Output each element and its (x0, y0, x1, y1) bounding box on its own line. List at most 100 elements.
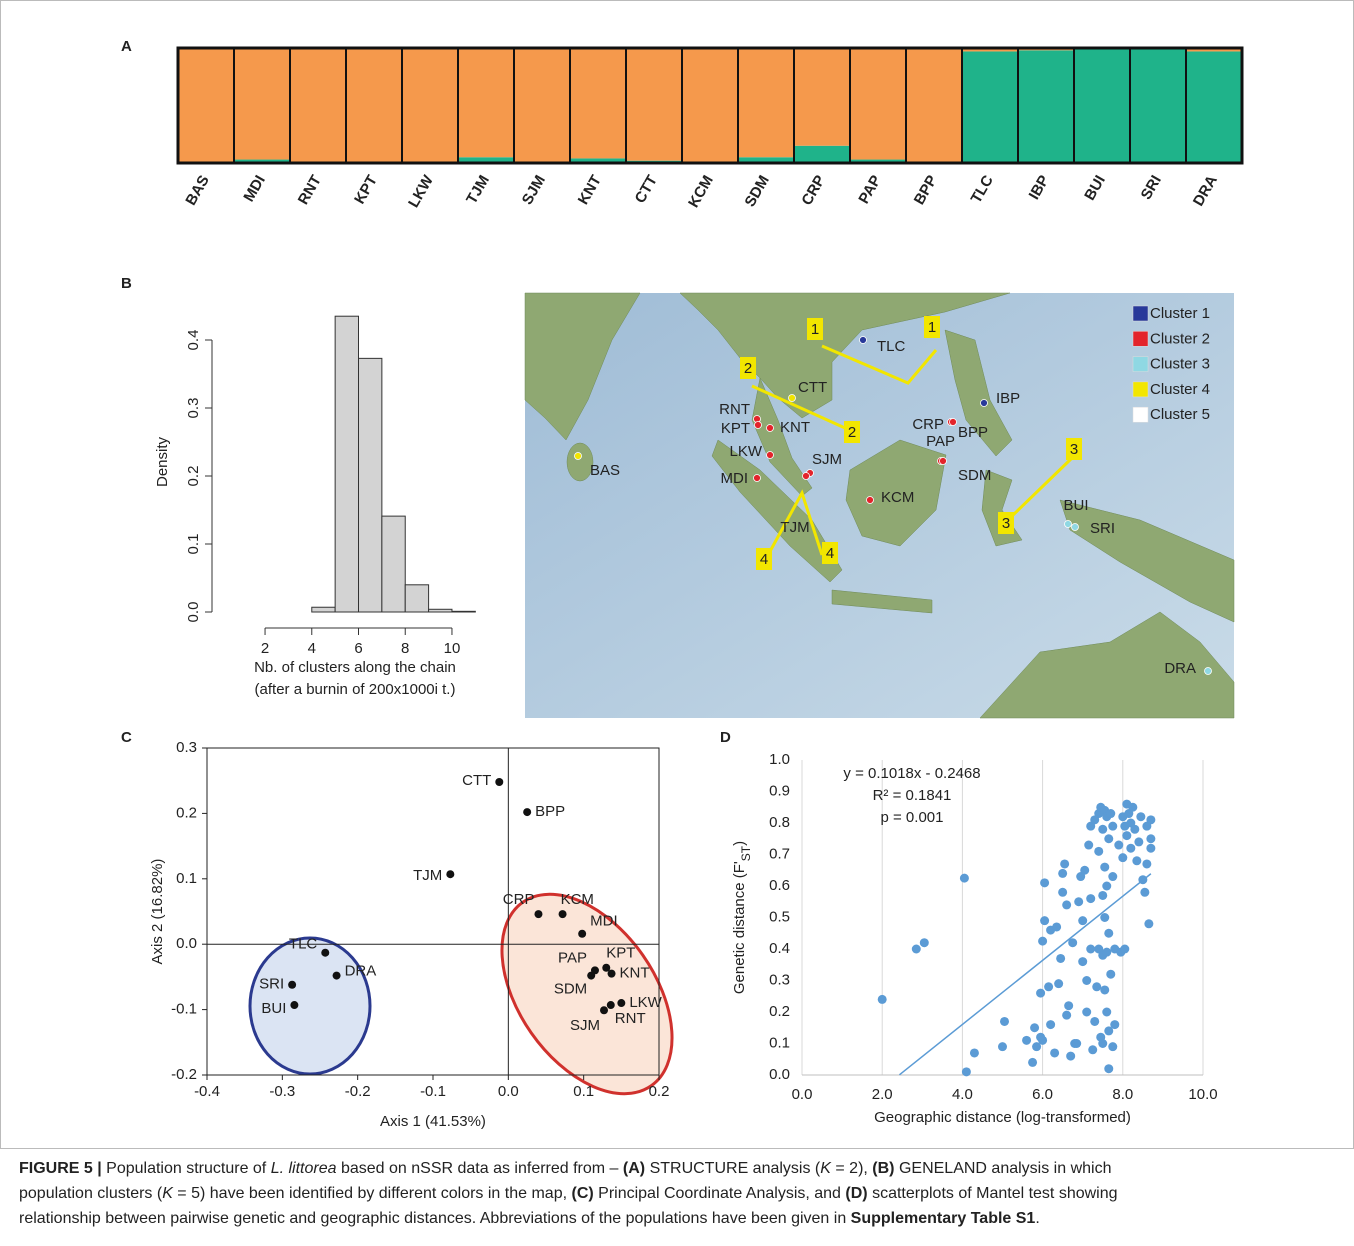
y-tick-label: 0.3 (176, 739, 197, 756)
y-axis-label: Axis 2 (16.82%) (149, 859, 166, 965)
point (1100, 863, 1109, 872)
bar-segment (1074, 49, 1131, 163)
point (1122, 831, 1131, 840)
point (1102, 948, 1111, 957)
site-label: CRP (912, 416, 944, 433)
legend-swatch (1133, 357, 1148, 372)
site-label: TJM (780, 519, 809, 536)
point (1114, 841, 1123, 850)
caption-text: FIGURE 5 | (19, 1160, 106, 1177)
site-label: BPP (958, 424, 988, 441)
site-point (754, 475, 761, 482)
boundary-label: 1 (811, 321, 819, 338)
panel-label: A (121, 38, 132, 55)
site-point (789, 395, 796, 402)
point (1134, 837, 1143, 846)
y-tick-label: 0.1 (176, 870, 197, 887)
site-point (981, 400, 988, 407)
panel-label: B (121, 275, 132, 292)
bar-segment (794, 146, 851, 163)
point (333, 972, 341, 980)
y-axis-label-part: ST (739, 845, 753, 861)
point (1098, 891, 1107, 900)
site-point (1065, 521, 1072, 528)
x-tick-label: CRP (798, 172, 829, 208)
x-tick-label: PAP (855, 172, 885, 206)
x-tick-label: 0.2 (649, 1083, 670, 1100)
caption-text: (C) (571, 1185, 593, 1202)
legend-swatch (1133, 331, 1148, 346)
point (1040, 878, 1049, 887)
legend-label: Cluster 1 (1150, 305, 1210, 322)
point-label: BPP (535, 803, 565, 820)
point (998, 1042, 1007, 1051)
legend-swatch (1133, 407, 1148, 422)
point (523, 808, 531, 816)
site-point (803, 473, 810, 480)
x-tick-label: 0.0 (792, 1086, 813, 1103)
point (1094, 847, 1103, 856)
point (1100, 913, 1109, 922)
point (1056, 954, 1065, 963)
bar-segment (290, 48, 347, 162)
point (1138, 875, 1147, 884)
y-tick-label: 0.1 (769, 1034, 790, 1051)
point (600, 1006, 608, 1014)
legend-label: Cluster 2 (1150, 330, 1210, 347)
point (1060, 859, 1069, 868)
point-label: TJM (413, 867, 442, 884)
point (617, 999, 625, 1007)
point (1108, 822, 1117, 831)
point (1130, 825, 1139, 834)
site-label: RNT (719, 401, 750, 418)
x-tick-label: 8 (401, 640, 409, 657)
point (1146, 834, 1155, 843)
annotation: p = 0.001 (881, 809, 944, 826)
y-tick-label: 0.8 (769, 814, 790, 831)
site-label: TLC (877, 338, 906, 355)
point (1102, 882, 1111, 891)
bar-segment (570, 48, 627, 158)
point-label: KNT (620, 965, 650, 982)
bar-segment (626, 48, 683, 161)
point (1044, 982, 1053, 991)
site-point (867, 497, 874, 504)
caption-text: Supplementary Table S1 (851, 1210, 1036, 1227)
bar-segment (402, 48, 459, 162)
boundary-label: 1 (928, 319, 936, 336)
site-point (1205, 668, 1212, 675)
point (446, 870, 454, 878)
point (1036, 989, 1045, 998)
bar-segment (1018, 50, 1075, 163)
point (290, 1001, 298, 1009)
point (1108, 1042, 1117, 1051)
point-label: CRP (503, 891, 535, 908)
point (1046, 1020, 1055, 1029)
x-tick-label: KNT (575, 172, 605, 207)
histogram-bar (359, 358, 382, 612)
x-tick-label: BUI (1081, 172, 1109, 203)
legend-swatch (1133, 382, 1148, 397)
histogram-bar (382, 516, 405, 612)
x-tick-label: 4.0 (952, 1086, 973, 1103)
point-label: SRI (259, 976, 284, 993)
y-tick-label: 0.3 (185, 398, 202, 419)
point (1104, 834, 1113, 843)
y-tick-label: 0.0 (185, 602, 202, 623)
histogram-bar (452, 611, 475, 612)
site-label: LKW (729, 443, 762, 460)
y-axis-label: Genetic distance (F'ST) (731, 841, 753, 994)
point (321, 949, 329, 957)
bar-segment (738, 48, 795, 157)
site-label: SDM (958, 467, 991, 484)
y-tick-label: 0.0 (176, 935, 197, 952)
point (1120, 945, 1129, 954)
x-tick-label: BAS (182, 172, 213, 208)
point (1104, 1064, 1113, 1073)
x-tick-label: 0.0 (498, 1083, 519, 1100)
point (912, 945, 921, 954)
point (608, 970, 616, 978)
point-label: SDM (554, 981, 587, 998)
figure: 1 1 2 2 3 3 4 4 BASMDIRNTKPTLKWTJMSJMKNT… (0, 0, 1354, 1150)
y-tick-label: 0.7 (769, 845, 790, 862)
